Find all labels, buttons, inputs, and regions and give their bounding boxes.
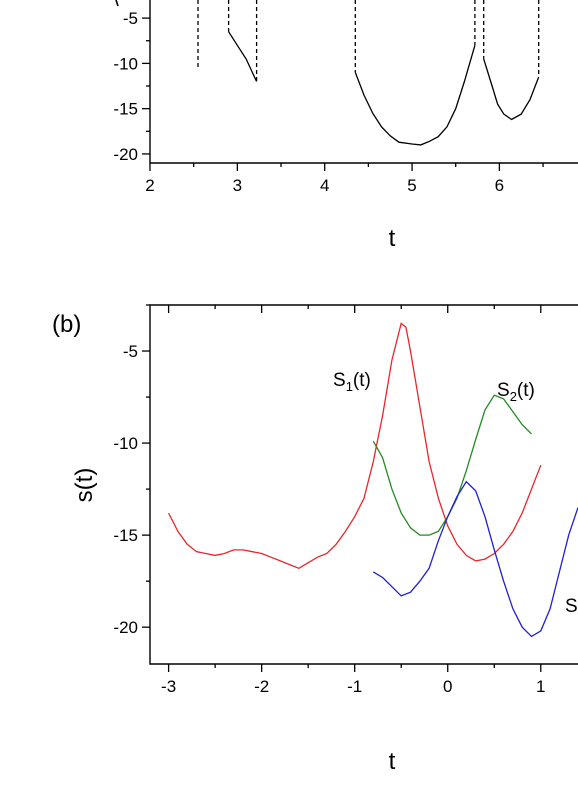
panel-a-tick-labels: 2 3 4 5 6 -5 -10 -15 -20 xyxy=(113,9,504,195)
x-tick-label: 6 xyxy=(495,176,504,195)
x-tick-label: 4 xyxy=(320,176,329,195)
series-line xyxy=(372,394,532,536)
x-tick-label: 2 xyxy=(145,176,154,195)
series-label: S2(t) xyxy=(497,380,535,404)
y-tick-label: -15 xyxy=(113,100,138,119)
panel-a-ticks xyxy=(142,17,544,171)
x-tick-label: 5 xyxy=(407,176,416,195)
panel-a: 2 3 4 5 6 -5 -10 -15 -20 t xyxy=(113,0,578,252)
x-tick-label: -1 xyxy=(347,677,362,696)
panel-b-label: (b) xyxy=(52,311,81,338)
y-tick-label: -15 xyxy=(113,526,138,545)
curve-segment xyxy=(483,58,540,121)
y-tick-label: -5 xyxy=(123,342,138,361)
panel-b-frame xyxy=(149,304,578,665)
y-tick-label: -10 xyxy=(113,54,138,73)
y-tick-label: -20 xyxy=(113,145,138,164)
panel-b-x-axis-title: t xyxy=(389,748,396,775)
clipped-glyph-fragment xyxy=(115,0,119,7)
panel-a-curves xyxy=(197,0,540,146)
x-tick-label: -3 xyxy=(161,677,176,696)
x-tick-label: 3 xyxy=(233,176,242,195)
y-tick-label: -10 xyxy=(113,434,138,453)
panel-a-frame xyxy=(149,0,578,164)
panel-b-ticks xyxy=(142,304,542,672)
panel-b-series-labels: S1(t) S2(t) S xyxy=(333,370,578,617)
panel-b-curves xyxy=(168,322,578,638)
y-tick-label: -20 xyxy=(113,618,138,637)
y-tick-label: -5 xyxy=(123,9,138,28)
panel-a-x-axis-title: t xyxy=(389,225,396,252)
curve-segment xyxy=(228,31,258,82)
x-tick-label: 1 xyxy=(536,677,545,696)
x-tick-label: 0 xyxy=(443,677,452,696)
series-line xyxy=(372,480,578,638)
series-label: S1(t) xyxy=(333,370,371,394)
panel-b-y-axis-title: s(t) xyxy=(71,468,98,503)
series-line xyxy=(168,322,542,570)
panel-b: (b) -3 -2 -1 0 1-5-10-15-20 t s(t) S1(t) S2(t… xyxy=(52,304,578,775)
series-label: S xyxy=(565,596,578,617)
panel-b-tick-labels: -3 -2 -1 0 1-5-10-15-20 xyxy=(113,342,545,696)
x-tick-label: -2 xyxy=(254,677,269,696)
curve-segment xyxy=(354,45,476,146)
